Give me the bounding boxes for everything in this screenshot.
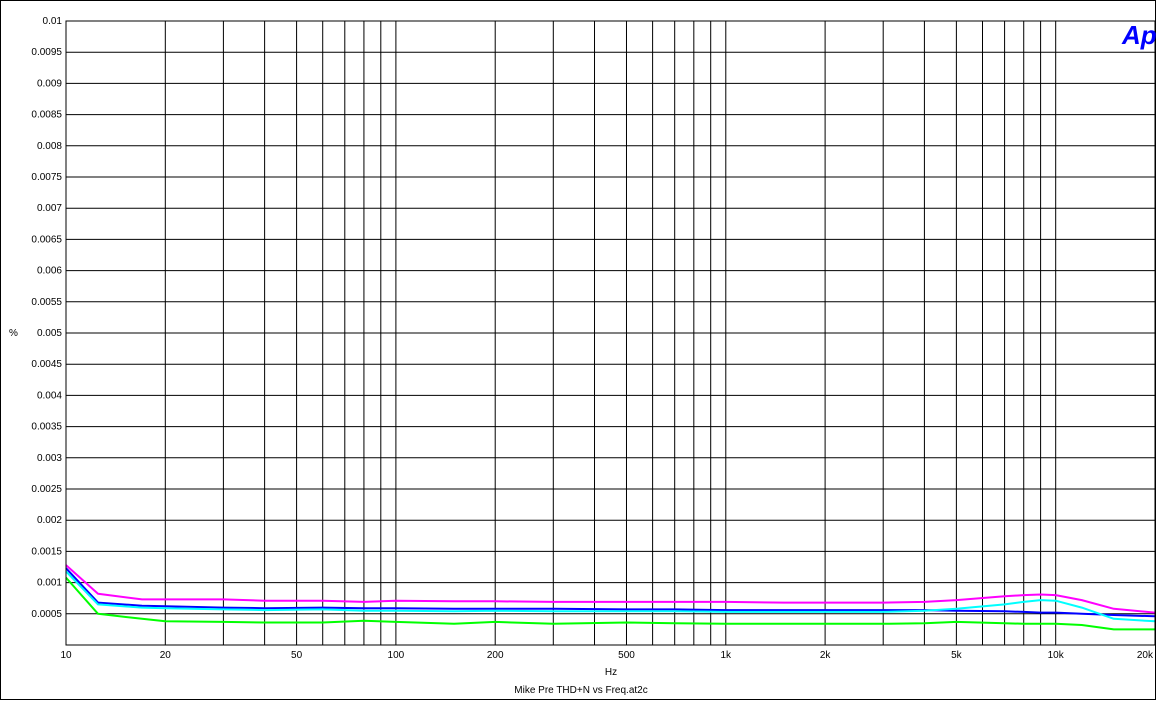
y-tick-label: 0.007 [37,203,62,214]
series-line-3 [65,570,1156,623]
x-tick-label: 5k [951,650,963,661]
y-tick-label: 0.0065 [31,234,62,245]
y-tick-label: 0.008 [37,141,62,152]
y-tick-label: 0.0025 [31,484,62,495]
data-series [65,564,1156,631]
x-tick-label: 10k [1048,650,1065,661]
x-tick-label: 50 [291,650,303,661]
chart-caption: Mike Pre THD+N vs Freq.at2c [514,685,647,696]
y-tick-label: 0.004 [37,390,62,401]
series-line-1 [65,564,1156,614]
y-tick-label: 0.01 [43,16,63,27]
y-tick-label: 0.0075 [31,172,62,183]
y-tick-labels: 0.0005 0.001 0.0015 0.002 0.0025 0.003 0.0035 0… [31,16,62,620]
y-axis-label: % [9,328,18,339]
x-tick-label: 500 [618,650,635,661]
x-tick-label: 20 [160,650,172,661]
x-tick-label: 10 [60,650,72,661]
x-axis-label: Hz [605,667,617,678]
y-tick-label: 0.0095 [31,47,62,58]
y-tick-label: 0.001 [37,578,62,589]
x-tick-label: 200 [487,650,504,661]
y-tick-label: 0.0015 [31,546,62,557]
plot-border [65,20,1156,646]
ap-logo: Ap [1121,20,1156,50]
y-tick-label: 0.0085 [31,110,62,121]
y-tick-label: 0.002 [37,515,62,526]
x-tick-label: 2k [820,650,832,661]
y-tick-label: 0.0035 [31,422,62,433]
x-tick-label: 100 [388,650,405,661]
y-tick-label: 0.0055 [31,297,62,308]
grid [65,20,1156,645]
y-tick-label: 0.0005 [31,609,62,620]
series-line-2 [65,567,1156,618]
y-tick-label: 0.009 [37,78,62,89]
y-tick-label: 0.005 [37,328,62,339]
y-tick-label: 0.006 [37,266,62,277]
y-tick-label: 0.0045 [31,359,62,370]
x-tick-labels: 10 20 50 100 200 500 1k 2k 5k 10k 20k [60,650,1154,661]
x-tick-label: 1k [721,650,733,661]
x-tick-label: 20k [1137,650,1154,661]
series-line-4 [65,576,1155,631]
y-tick-label: 0.003 [37,453,62,464]
